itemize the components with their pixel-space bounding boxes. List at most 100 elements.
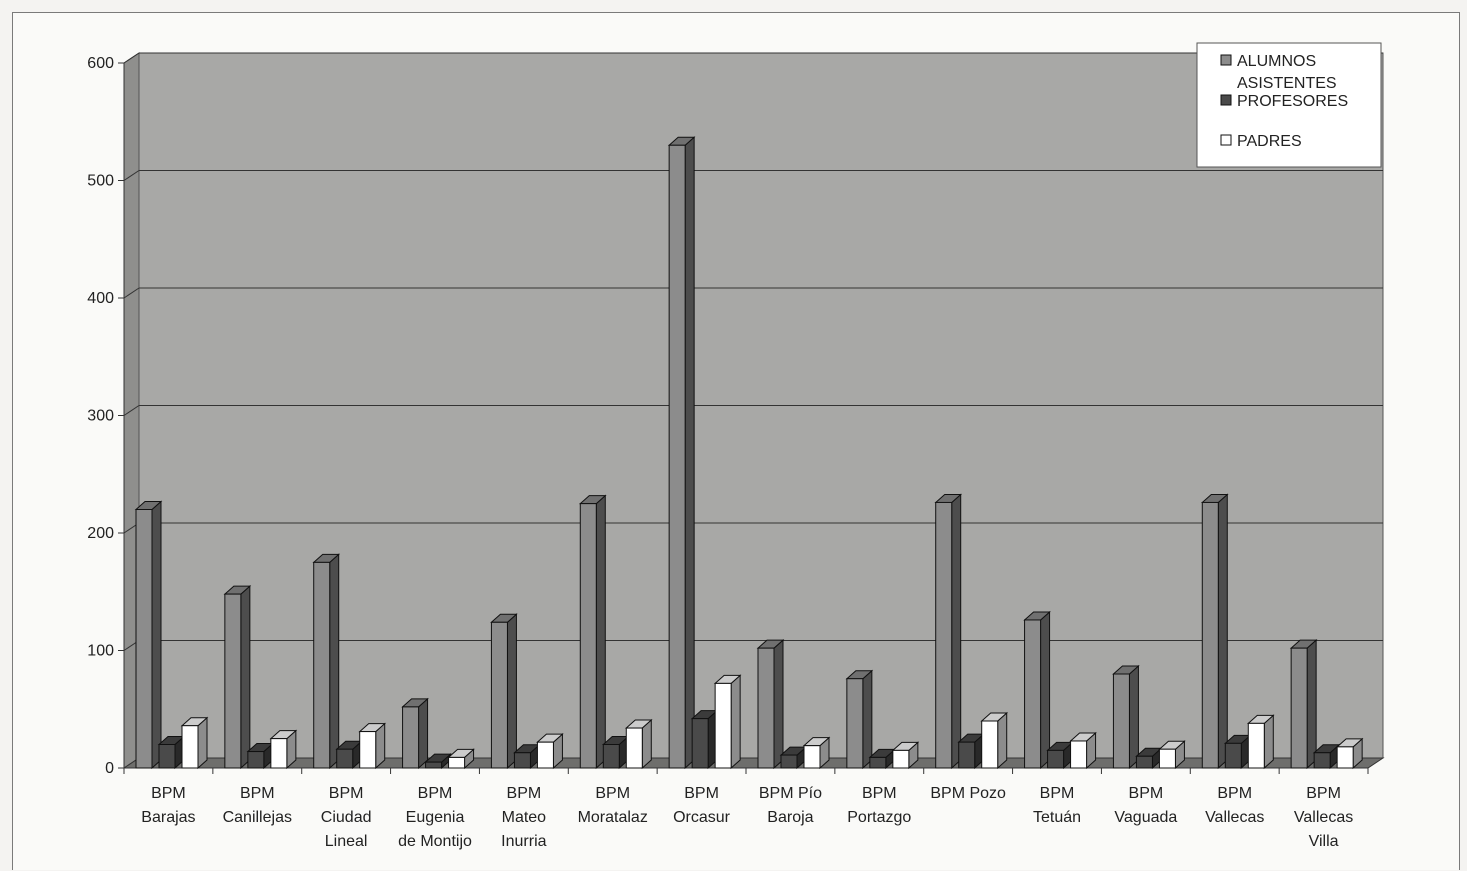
y-tick-label: 300 (87, 408, 114, 425)
bar-profesores (335, 740, 364, 770)
x-category-label-line: Eugenia (406, 809, 465, 826)
bar-alumnos-asistentes (312, 553, 341, 770)
x-category-label-line: BPM (151, 785, 186, 802)
bar (1070, 740, 1088, 769)
bar (981, 720, 999, 769)
bar-padres (891, 741, 920, 770)
x-category-label-line: Inurria (501, 833, 546, 850)
bar-padres (624, 718, 653, 770)
bar-side (951, 493, 962, 770)
bar-padres (1246, 714, 1275, 770)
x-category-label-line: BPM (1306, 785, 1341, 802)
bar-alumnos-asistentes (756, 639, 785, 770)
bar-padres (1335, 737, 1364, 770)
bar (1047, 749, 1065, 769)
bar-padres (1158, 740, 1186, 770)
gridline-side (123, 52, 140, 64)
bar (359, 731, 377, 769)
bar-padres (980, 711, 1009, 770)
bar-side (240, 584, 251, 770)
bar-alumnos-asistentes (490, 613, 518, 770)
x-category-label: BPM Ciudad Lineal (321, 785, 372, 850)
bar (892, 749, 910, 769)
y-tick-label: 600 (87, 55, 114, 72)
bar-side (1128, 664, 1139, 770)
bar-profesores (601, 735, 630, 770)
x-category-label-line: BPM Pozo (930, 785, 1006, 802)
bar-side (329, 553, 340, 770)
x-category-label-line: Barajas (141, 809, 195, 826)
bar (757, 647, 775, 769)
legend-label: PROFESORES (1237, 93, 1348, 110)
bars-group (134, 136, 1364, 770)
bar (625, 727, 643, 769)
bar-profesores (1223, 734, 1252, 770)
bar (270, 738, 288, 769)
bar-padres (180, 716, 209, 770)
bar (1313, 752, 1331, 769)
bar (869, 756, 887, 769)
bar-alumnos-asistentes (1112, 664, 1140, 770)
bar (935, 501, 953, 769)
x-category-label-line: BPM (240, 785, 275, 802)
bar-alumnos-asistentes (1200, 493, 1229, 770)
x-category-label-line: Vallecas (1294, 809, 1353, 826)
x-category-label-line: Orcasur (673, 809, 731, 826)
x-category-label-line: BPM (418, 785, 453, 802)
bar-side (151, 500, 162, 770)
x-category-label-line: BPM (1040, 785, 1075, 802)
bar-profesores (1312, 743, 1341, 770)
x-category-label-line: Baroja (767, 809, 813, 826)
bar-padres (1069, 731, 1097, 770)
bar-alumnos-asistentes (223, 584, 252, 770)
x-category-label-line: BPM Pío (759, 785, 822, 802)
x-category-label: BPM Moratalaz (578, 785, 648, 826)
bar-padres (536, 733, 564, 770)
x-category-label-line: BPM (1129, 785, 1164, 802)
bar-padres (269, 729, 298, 770)
bar-chart: 0 100 200 300 400 500 600 BPM Barajas BPM Canillej… (87, 42, 1385, 850)
bar-side (684, 136, 695, 770)
legend-label: ALUMNOS ASISTENTES (1237, 53, 1337, 92)
bar (691, 718, 709, 769)
bar (846, 678, 864, 769)
gridline-side (123, 287, 140, 299)
bar (602, 744, 620, 769)
legend-swatch (1220, 134, 1232, 146)
bar (158, 744, 176, 769)
bar (313, 561, 331, 769)
bar (247, 751, 265, 769)
legend-label-line: PROFESORES (1237, 93, 1348, 110)
x-category-label-line: BPM (507, 785, 542, 802)
bar-side (773, 639, 784, 770)
bar (181, 725, 199, 769)
legend-label-line: ALUMNOS (1237, 53, 1316, 70)
bar-side (1040, 610, 1051, 770)
bar (1290, 647, 1308, 769)
x-category-label: BPM Vallecas (1205, 785, 1264, 826)
bar (135, 509, 153, 769)
x-category-label-line: de Montijo (398, 833, 472, 850)
y-tick-label: 200 (87, 525, 114, 542)
bar-alumnos-asistentes (1289, 639, 1318, 770)
bar (336, 748, 354, 769)
bar (1024, 619, 1042, 769)
bar (513, 752, 531, 769)
x-category-label-line: BPM (684, 785, 719, 802)
legend-label: PADRES (1237, 133, 1302, 150)
bar (579, 503, 597, 769)
bar (536, 741, 554, 769)
chart-frame: 0 100 200 300 400 500 600 BPM Barajas BPM Canillej… (12, 12, 1460, 870)
bar (490, 621, 508, 769)
plot-floor (122, 757, 1385, 769)
bar-padres (713, 674, 742, 770)
bar-side (506, 613, 517, 770)
x-category-label: BPM Mateo Inurria (501, 785, 546, 850)
bar (780, 754, 798, 769)
x-category-label-line: BPM (862, 785, 897, 802)
bar-alumnos-asistentes (845, 669, 874, 770)
bar (224, 593, 242, 769)
bar (1201, 501, 1219, 769)
x-category-label: BPM Tetuán (1033, 785, 1081, 826)
gridline-side (123, 170, 140, 181)
